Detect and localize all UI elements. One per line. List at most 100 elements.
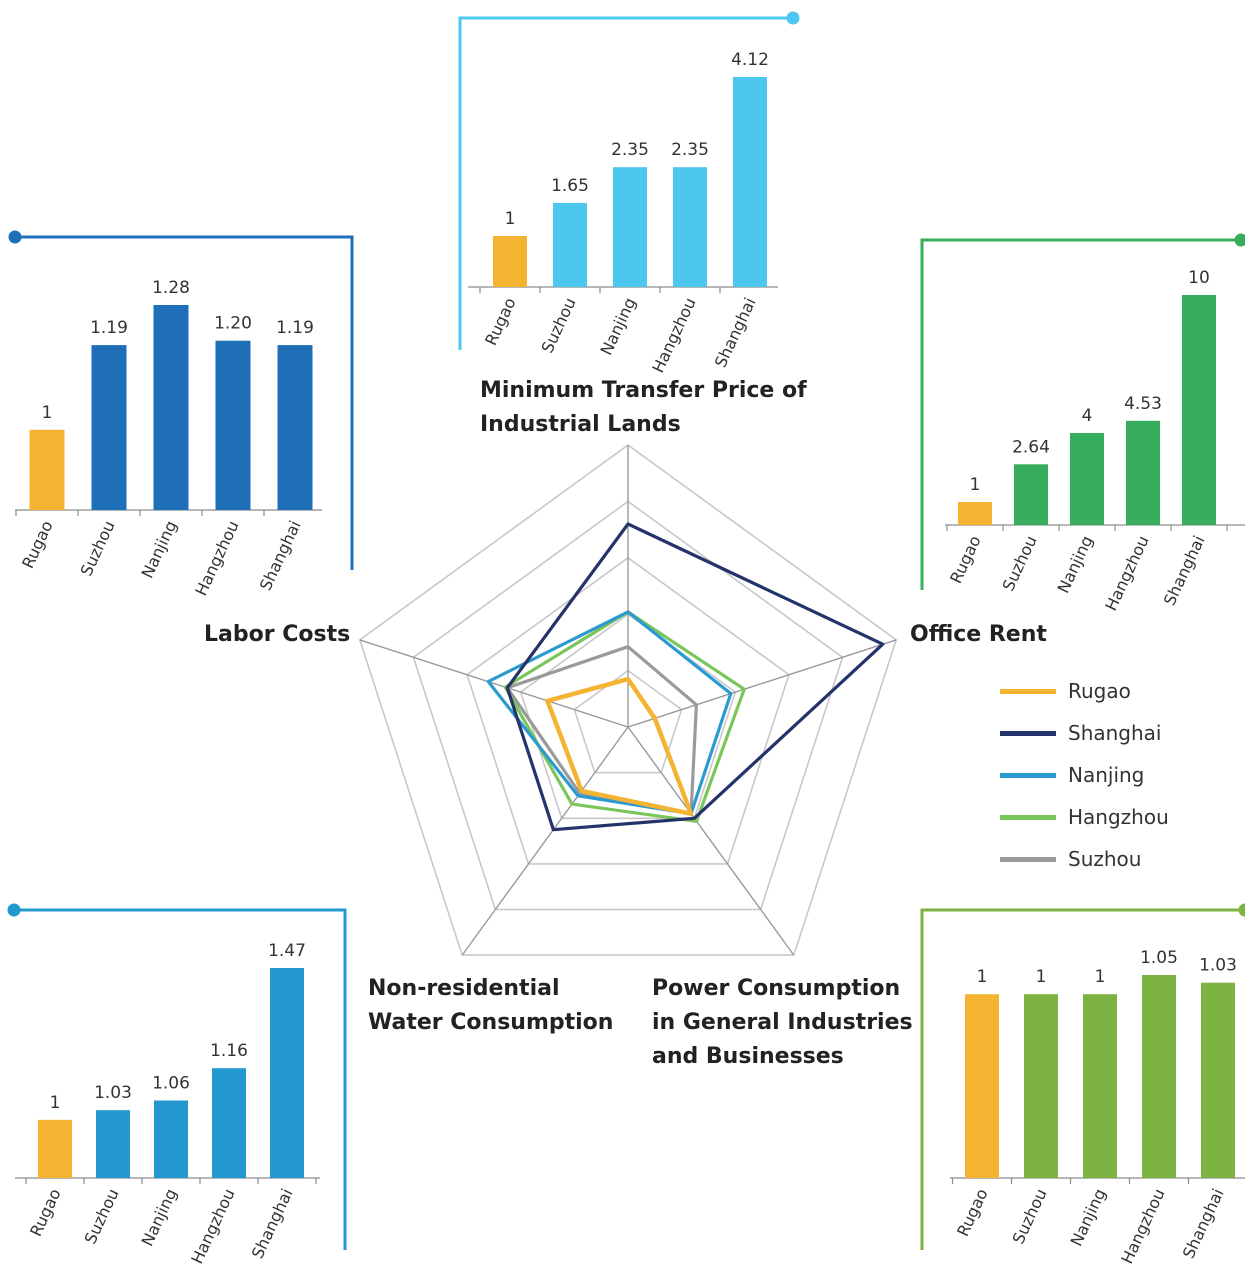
bar-0-hangzhou bbox=[673, 167, 707, 287]
bar-1-nanjing bbox=[153, 305, 189, 510]
category-label-2-1: Suzhou bbox=[999, 533, 1041, 594]
category-label-1-3: Hangzhou bbox=[191, 518, 242, 599]
legend-swatch-shanghai bbox=[1000, 730, 1056, 736]
category-label-4-2: Nanjing bbox=[1067, 1186, 1110, 1249]
data-label-3-0: 1 bbox=[50, 1093, 61, 1113]
radar-ring-3 bbox=[466, 556, 790, 865]
bar-4-hangzhou bbox=[1142, 975, 1176, 1178]
radar-spoke-1 bbox=[627, 639, 897, 728]
legend-swatch-nanjing bbox=[1000, 772, 1056, 778]
category-label-3-2: Nanjing bbox=[138, 1186, 181, 1249]
legend-label-rugao: Rugao bbox=[1068, 679, 1131, 703]
bar-1-hangzhou bbox=[215, 340, 251, 510]
category-label-0-1: Suzhou bbox=[538, 295, 580, 356]
radar-ring-5 bbox=[358, 444, 898, 956]
data-label-1-1: 1.19 bbox=[90, 318, 128, 338]
category-label-2-4: Shanghai bbox=[1160, 533, 1209, 609]
radar-spoke-2 bbox=[627, 726, 795, 956]
axis-label-labor: Labor Costs bbox=[204, 618, 350, 652]
axis-label-office-line1: Office Rent bbox=[910, 622, 1047, 647]
legend-item-hangzhou: Hangzhou bbox=[1000, 796, 1200, 838]
bar-1-suzhou bbox=[91, 345, 127, 510]
legend-swatch-suzhou bbox=[1000, 856, 1056, 862]
axis-label-water-line2: Water Consumption bbox=[368, 1010, 614, 1035]
bar-1-shanghai bbox=[277, 345, 313, 510]
axis-label-land-line2: Industrial Lands bbox=[480, 412, 681, 437]
axis-label-land-line1: Minimum Transfer Price of bbox=[480, 378, 807, 403]
bar-2-shanghai bbox=[1182, 295, 1216, 525]
category-label-3-4: Shanghai bbox=[248, 1186, 297, 1262]
data-label-4-2: 1 bbox=[1095, 967, 1106, 987]
bar-4-rugao bbox=[965, 994, 999, 1178]
bracket-dot-4 bbox=[1238, 903, 1245, 917]
bracket-dot-3 bbox=[7, 903, 21, 917]
category-label-0-0: Rugao bbox=[481, 295, 519, 349]
axis-label-water-line1: Non-residential bbox=[368, 976, 560, 1001]
radar-series-suzhou bbox=[505, 645, 699, 816]
bar-3-shanghai bbox=[270, 968, 304, 1178]
axis-label-power-line2: in General Industries bbox=[652, 1010, 913, 1035]
bar-2-nanjing bbox=[1070, 433, 1104, 525]
legend-item-shanghai: Shanghai bbox=[1000, 712, 1200, 754]
bar-0-shanghai bbox=[733, 77, 767, 287]
data-label-3-3: 1.16 bbox=[210, 1041, 248, 1061]
data-label-2-3: 4.53 bbox=[1124, 394, 1162, 414]
data-label-1-3: 1.20 bbox=[214, 314, 252, 334]
bar-4-shanghai bbox=[1201, 982, 1235, 1178]
bracket-line-0 bbox=[458, 16, 793, 350]
radar-grid bbox=[358, 444, 898, 956]
category-label-2-2: Nanjing bbox=[1054, 533, 1097, 596]
radar-spoke-4 bbox=[359, 639, 629, 728]
axis-label-water: Non-residential Water Consumption bbox=[368, 972, 613, 1040]
radar-ring-2 bbox=[519, 613, 737, 820]
legend-label-nanjing: Nanjing bbox=[1068, 763, 1145, 787]
data-label-4-4: 1.03 bbox=[1199, 956, 1237, 976]
legend-label-shanghai: Shanghai bbox=[1068, 721, 1162, 745]
category-label-3-1: Suzhou bbox=[81, 1186, 123, 1247]
radar-series-hangzhou bbox=[503, 610, 746, 823]
data-label-2-1: 2.64 bbox=[1012, 437, 1050, 457]
category-label-1-0: Rugao bbox=[18, 518, 56, 572]
data-label-4-3: 1.05 bbox=[1140, 948, 1178, 968]
bar-chart-4: 1 Rugao 1 Suzhou 1 Nanjing 1.05 Hangzhou 1.03 Sha… bbox=[920, 903, 1245, 1267]
axis-label-power-line1: Power Consumption bbox=[652, 976, 901, 1001]
radar-series-rugao bbox=[545, 676, 694, 816]
data-label-2-4: 10 bbox=[1188, 268, 1210, 288]
radar-ring-1 bbox=[573, 669, 683, 774]
category-label-3-0: Rugao bbox=[26, 1186, 64, 1240]
bar-charts: 1 Rugao 1.65 Suzhou 2.35 Nanjing 2.35 Hangzhou 4… bbox=[7, 11, 1245, 1267]
bar-chart-3: 1 Rugao 1.03 Suzhou 1.06 Nanjing 1.16 Hangzhou 1… bbox=[7, 903, 347, 1267]
bracket-line-2 bbox=[920, 238, 1241, 590]
bar-chart-2: 1 Rugao 2.64 Suzhou 4 Nanjing 4.53 Hangzhou 10 Sh… bbox=[920, 233, 1245, 614]
radar-series-shanghai bbox=[505, 522, 885, 832]
category-label-4-1: Suzhou bbox=[1009, 1186, 1051, 1247]
bar-2-hangzhou bbox=[1126, 420, 1160, 525]
data-label-2-0: 1 bbox=[970, 475, 981, 495]
category-label-2-3: Hangzhou bbox=[1101, 533, 1152, 614]
bracket-dot-1 bbox=[8, 230, 22, 244]
category-label-4-3: Hangzhou bbox=[1117, 1186, 1168, 1267]
bar-3-rugao bbox=[38, 1119, 72, 1178]
data-label-0-1: 1.65 bbox=[551, 176, 589, 196]
legend-label-suzhou: Suzhou bbox=[1068, 847, 1142, 871]
bracket-line-3 bbox=[14, 908, 347, 1250]
data-label-2-2: 4 bbox=[1082, 406, 1093, 426]
data-label-0-3: 2.35 bbox=[671, 140, 709, 160]
axis-label-land: Minimum Transfer Price of Industrial Lan… bbox=[480, 374, 807, 442]
data-label-4-0: 1 bbox=[977, 967, 988, 987]
axis-label-office: Office Rent bbox=[910, 618, 1047, 652]
category-label-0-2: Nanjing bbox=[597, 295, 640, 358]
legend-item-suzhou: Suzhou bbox=[1000, 838, 1200, 880]
category-label-1-4: Shanghai bbox=[256, 518, 305, 594]
legend-item-rugao: Rugao bbox=[1000, 670, 1200, 712]
legend-item-nanjing: Nanjing bbox=[1000, 754, 1200, 796]
bar-4-nanjing bbox=[1083, 994, 1117, 1178]
radar-series-nanjing bbox=[486, 610, 733, 816]
bar-chart-1: 1 Rugao 1.19 Suzhou 1.28 Nanjing 1.20 Hangzhou 1… bbox=[8, 230, 354, 599]
bar-2-rugao bbox=[958, 502, 992, 525]
bar-4-suzhou bbox=[1024, 994, 1058, 1178]
data-label-1-4: 1.19 bbox=[276, 318, 314, 338]
category-label-1-2: Nanjing bbox=[138, 518, 181, 581]
data-label-3-2: 1.06 bbox=[152, 1074, 190, 1094]
